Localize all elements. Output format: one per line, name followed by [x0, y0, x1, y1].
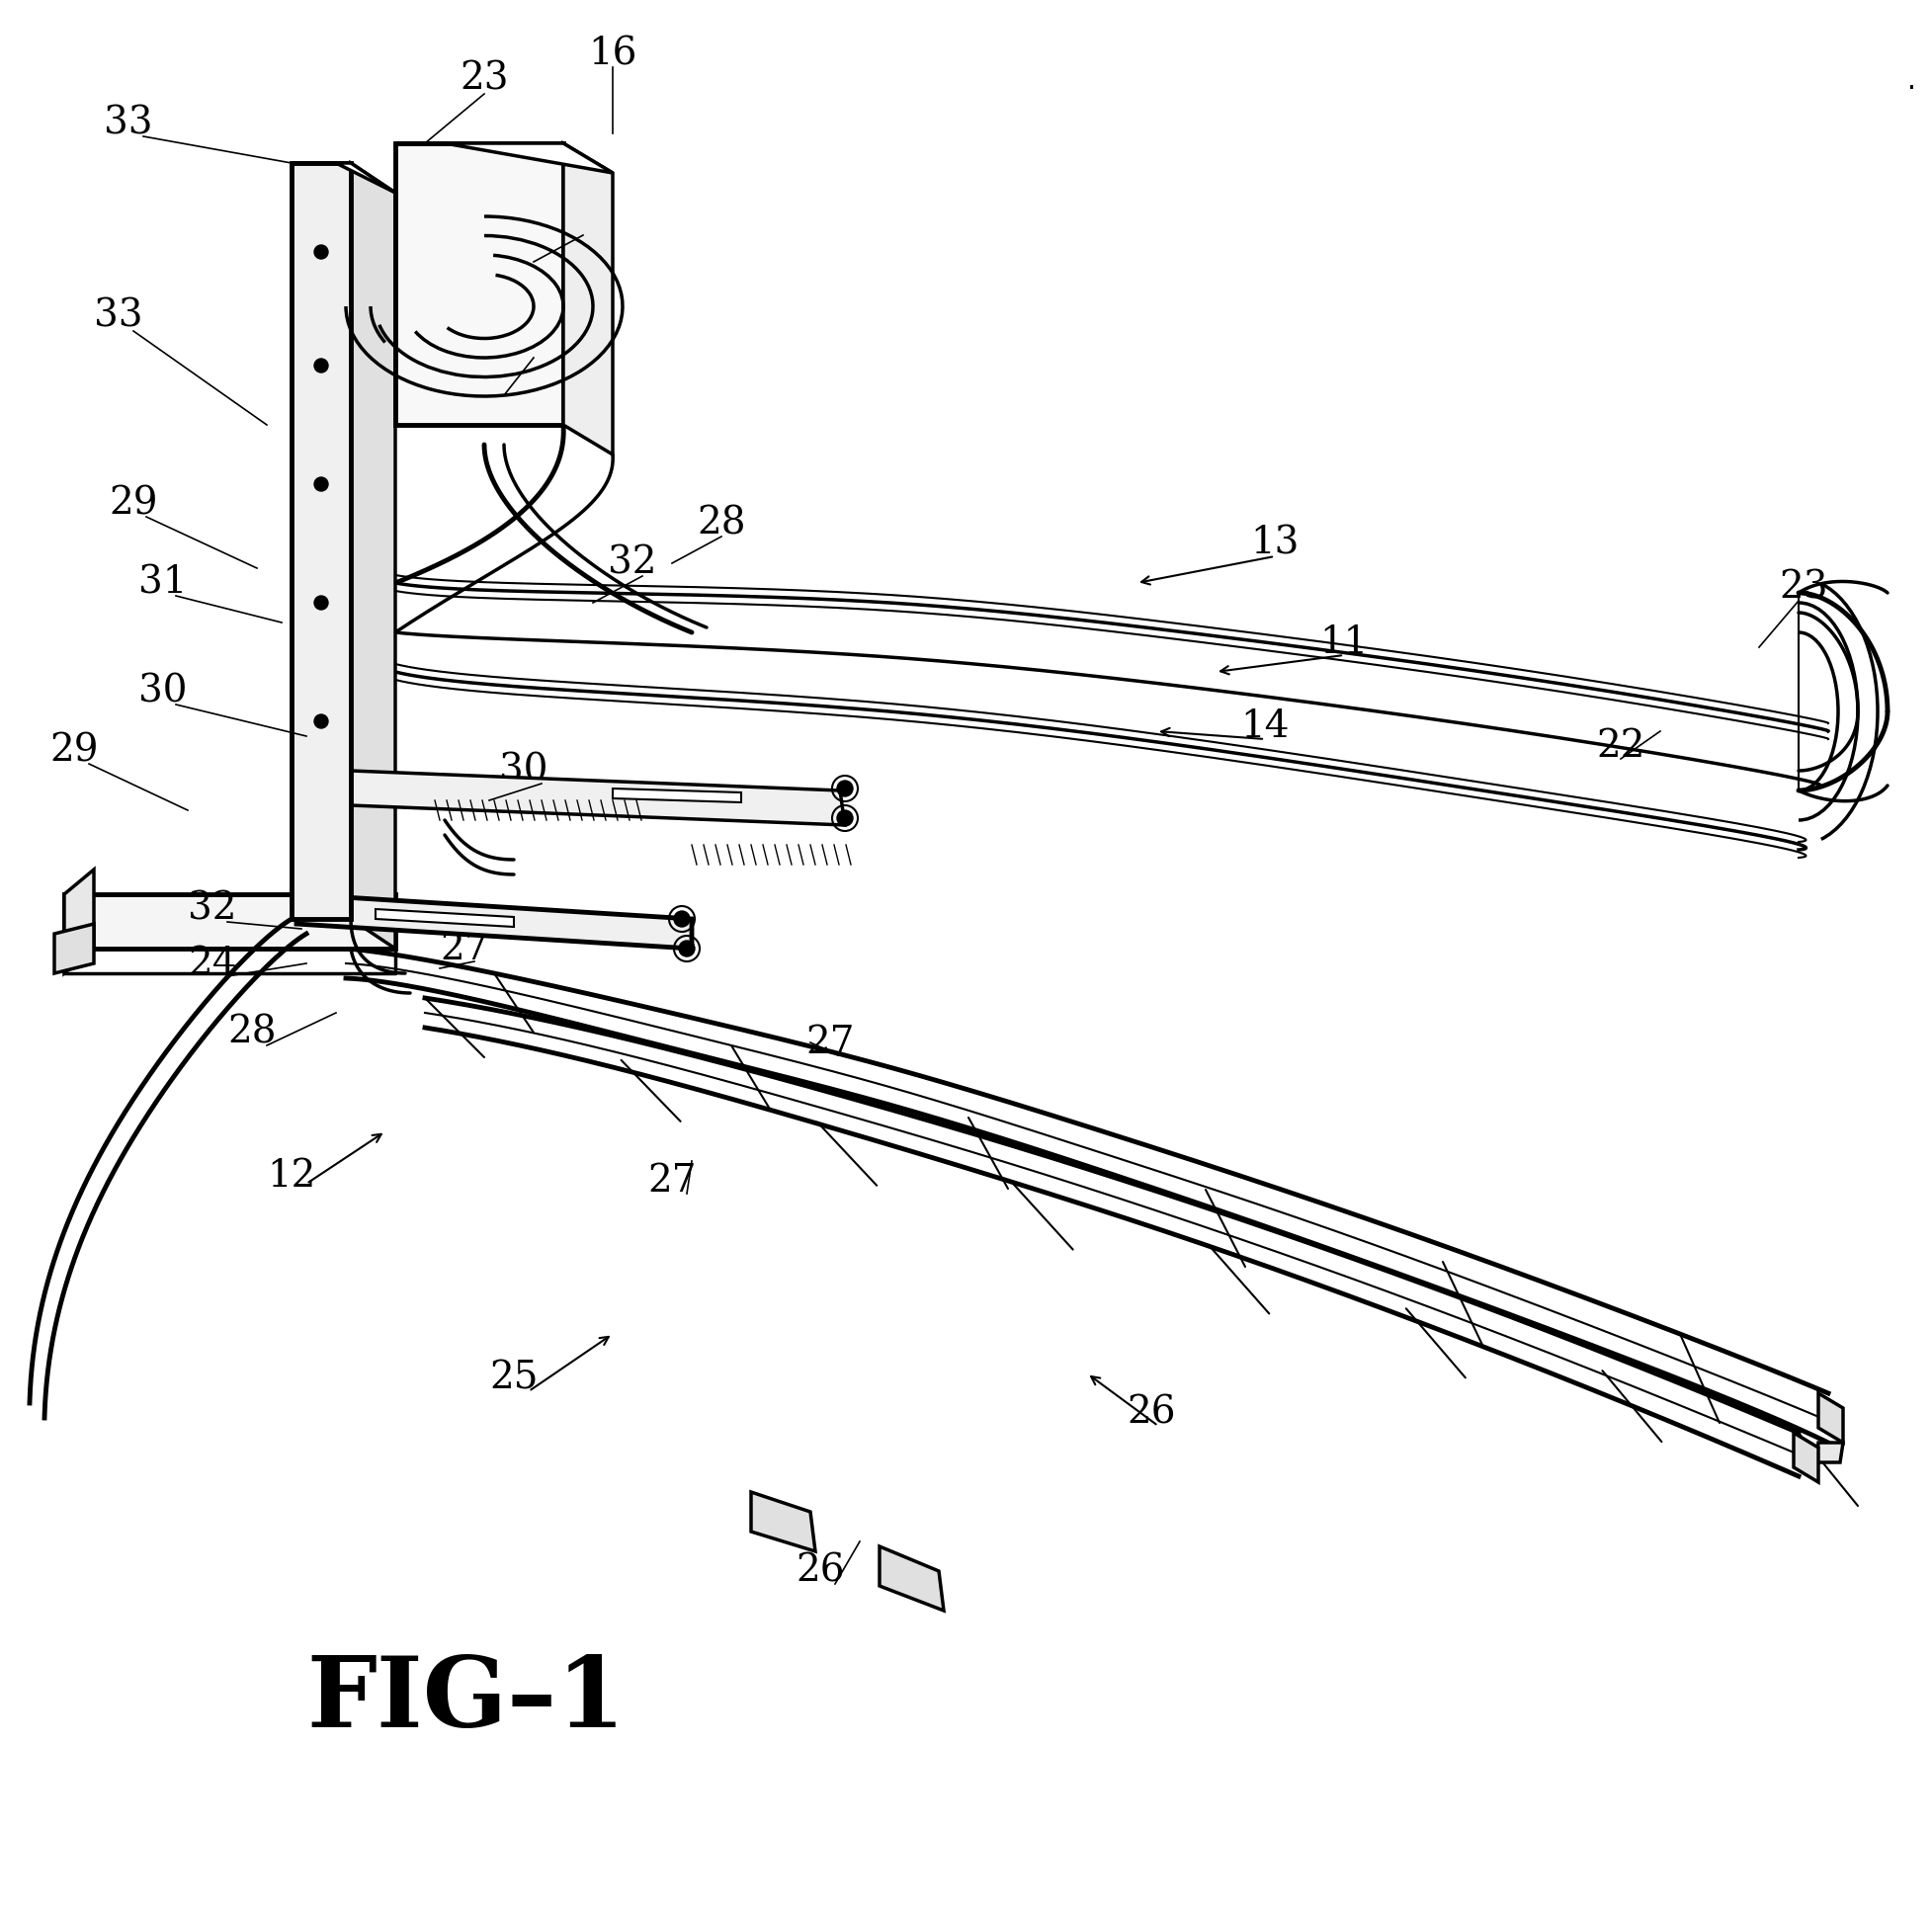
Text: 23: 23 [460, 61, 508, 97]
Text: 15: 15 [558, 204, 607, 241]
Polygon shape [64, 894, 396, 948]
Text: 16: 16 [510, 327, 558, 365]
Text: 30: 30 [139, 673, 187, 711]
Text: 26: 26 [1126, 1395, 1177, 1431]
Polygon shape [396, 143, 612, 172]
Circle shape [678, 940, 696, 957]
Text: 28: 28 [228, 1015, 276, 1051]
Polygon shape [1816, 1443, 1843, 1462]
Text: 32: 32 [187, 891, 238, 927]
Text: 29: 29 [108, 485, 158, 522]
Circle shape [315, 596, 328, 610]
Polygon shape [879, 1546, 943, 1611]
Text: 12: 12 [267, 1158, 317, 1194]
Polygon shape [292, 162, 352, 919]
Text: 13: 13 [1250, 526, 1298, 562]
Circle shape [315, 245, 328, 258]
Text: 25: 25 [489, 1361, 539, 1397]
Text: 24: 24 [187, 946, 238, 982]
Circle shape [837, 780, 852, 797]
Text: 29: 29 [50, 732, 99, 770]
Polygon shape [54, 923, 95, 973]
Polygon shape [296, 894, 692, 948]
Text: 33: 33 [95, 298, 143, 334]
Polygon shape [292, 162, 396, 193]
Polygon shape [352, 162, 396, 948]
Text: 14: 14 [1240, 707, 1289, 745]
Polygon shape [396, 143, 564, 424]
Polygon shape [375, 910, 514, 927]
Text: 23: 23 [1779, 569, 1828, 606]
Polygon shape [612, 789, 742, 803]
Polygon shape [352, 770, 844, 826]
Text: 11: 11 [1320, 625, 1368, 661]
Polygon shape [564, 143, 612, 455]
Polygon shape [752, 1492, 815, 1552]
Circle shape [315, 715, 328, 728]
Text: 22: 22 [1596, 728, 1646, 764]
Text: 32: 32 [609, 545, 657, 581]
Text: 27: 27 [647, 1162, 696, 1198]
Text: 26: 26 [796, 1554, 844, 1590]
Text: .: . [1907, 67, 1917, 96]
Text: 27: 27 [806, 1024, 854, 1061]
Text: 33: 33 [104, 105, 153, 141]
Text: 31: 31 [139, 566, 187, 602]
Circle shape [674, 912, 690, 927]
Text: 30: 30 [498, 753, 549, 789]
Polygon shape [64, 870, 95, 973]
Circle shape [837, 810, 852, 826]
Circle shape [315, 478, 328, 491]
Polygon shape [1793, 1433, 1818, 1483]
Circle shape [315, 359, 328, 373]
Polygon shape [1818, 1393, 1843, 1443]
Text: 16: 16 [589, 36, 638, 73]
Text: FIG–1: FIG–1 [307, 1651, 626, 1747]
Text: 28: 28 [697, 505, 746, 543]
Text: 27: 27 [440, 931, 489, 967]
